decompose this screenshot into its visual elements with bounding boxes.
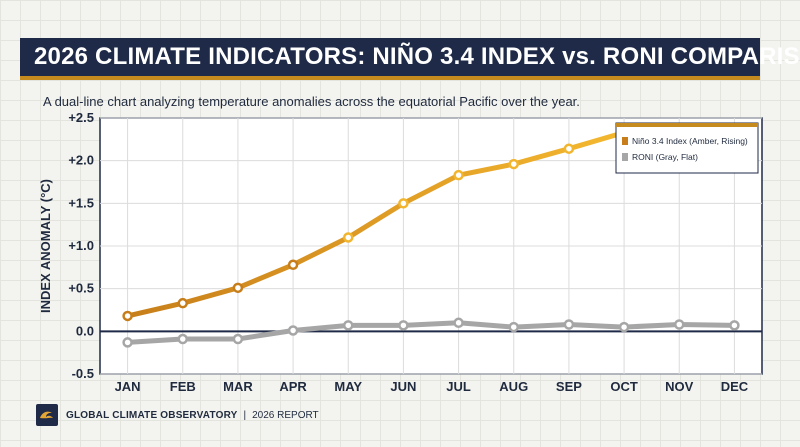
y-tick-label: +0.5 (68, 281, 94, 296)
data-point-roni (122, 337, 133, 348)
x-tick-label: NOV (665, 379, 694, 394)
x-tick-label: MAR (223, 379, 253, 394)
data-point-roni (674, 319, 685, 330)
footer: GLOBAL CLIMATE OBSERVATORY | 2026 REPORT (36, 404, 319, 426)
data-point-roni (453, 317, 464, 329)
x-tick-label: SEP (556, 379, 582, 394)
wave-logo-icon (36, 404, 58, 426)
y-tick-label: +1.5 (68, 195, 94, 210)
x-tick-label: DEC (721, 379, 749, 394)
data-point-roni (177, 333, 188, 345)
series-line-roni (125, 320, 737, 345)
data-point-roni (729, 320, 740, 331)
data-point-roni (343, 320, 354, 331)
y-axis-label: INDEX ANOMALY (°C) (38, 179, 53, 313)
data-point-roni (398, 320, 409, 331)
legend-label-nino34: Niño 3.4 Index (Amber, Rising) (632, 136, 748, 146)
footer-report: 2026 REPORT (252, 409, 319, 421)
y-tick-label: -0.5 (72, 366, 94, 381)
y-tick-label: +2.5 (68, 110, 94, 125)
legend-label-roni: RONI (Gray, Flat) (632, 152, 698, 162)
legend: Niño 3.4 Index (Amber, Rising) RONI (Gra… (615, 122, 759, 174)
data-point-nino34 (287, 259, 299, 271)
data-point-nino34 (508, 158, 519, 170)
x-tick-label: AUG (499, 379, 528, 394)
title-bar: 2026 CLIMATE INDICATORS: NIÑO 3.4 INDEX … (20, 38, 800, 80)
x-tick-label: FEB (170, 379, 196, 394)
legend-swatch-roni (622, 153, 628, 161)
x-tick-label: OCT (610, 379, 638, 394)
legend-accent-bar (616, 123, 758, 127)
data-point-nino34 (232, 282, 244, 294)
legend-box (615, 122, 759, 174)
data-point-nino34 (398, 198, 409, 209)
data-point-roni (563, 319, 575, 330)
data-point-nino34 (122, 310, 133, 322)
y-tick-label: 0.0 (76, 323, 94, 338)
data-point-nino34 (177, 297, 188, 309)
page-title: 2026 CLIMATE INDICATORS: NIÑO 3.4 INDEX … (34, 43, 800, 70)
data-point-nino34 (453, 169, 464, 181)
data-point-roni (618, 321, 630, 333)
x-tick-label: JUL (446, 379, 471, 394)
x-tick-label: APR (279, 379, 307, 394)
data-point-roni (232, 333, 244, 345)
data-point-roni (508, 321, 519, 333)
footer-separator: | (243, 409, 247, 421)
series (122, 127, 740, 348)
page-subtitle: A dual-line chart analyzing temperature … (43, 94, 580, 109)
x-tick-label: MAY (334, 379, 362, 394)
data-point-nino34 (343, 232, 354, 243)
y-tick-label: +1.0 (68, 238, 94, 253)
legend-swatch-nino34 (622, 137, 628, 145)
x-tick-label: JUN (390, 379, 416, 394)
axis-ticks: JAN FEB MAR APR MAY JUN JUL AUG SEP OCT NOV DEC -0.5… (68, 110, 748, 394)
data-point-nino34 (563, 143, 575, 154)
x-tick-label: JAN (115, 379, 141, 394)
footer-organization: GLOBAL CLIMATE OBSERVATORY (66, 409, 238, 421)
data-point-roni (287, 325, 299, 336)
series-line-nino34 (125, 130, 627, 319)
y-tick-label: +2.0 (68, 153, 94, 168)
